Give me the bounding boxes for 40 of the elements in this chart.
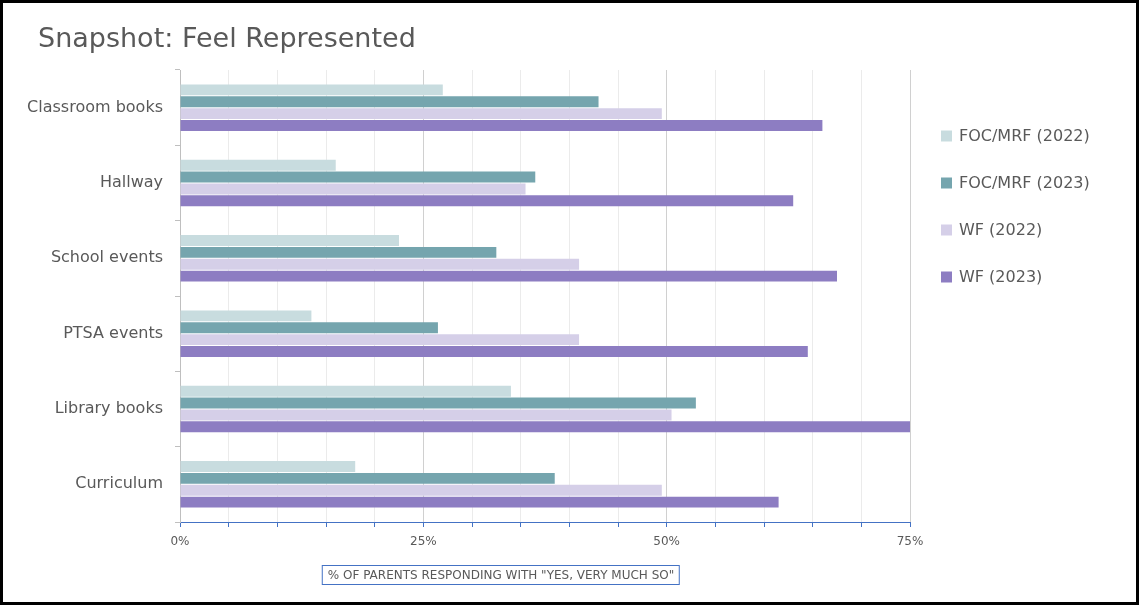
y-tick-label: Hallway bbox=[99, 172, 163, 192]
bar bbox=[180, 84, 443, 96]
bar bbox=[180, 195, 794, 207]
bar bbox=[180, 385, 511, 397]
y-tick-label: Library books bbox=[54, 398, 163, 418]
bar bbox=[180, 421, 910, 433]
chart-title: Snapshot: Feel Represented bbox=[38, 22, 416, 53]
bar bbox=[180, 159, 336, 171]
bar bbox=[180, 310, 312, 322]
bar bbox=[180, 246, 497, 258]
bar bbox=[180, 235, 399, 246]
bar bbox=[180, 108, 662, 120]
bar bbox=[180, 183, 526, 195]
y-tick-label: Curriculum bbox=[75, 473, 163, 493]
bar bbox=[180, 322, 438, 334]
bar bbox=[180, 258, 580, 270]
x-tick-label: 25% bbox=[410, 534, 437, 549]
bar bbox=[180, 496, 779, 508]
legend-label: WF (2023) bbox=[959, 267, 1043, 287]
y-tick-label: PTSA events bbox=[63, 322, 163, 342]
x-tick-label: 0% bbox=[170, 534, 190, 549]
bar bbox=[180, 171, 536, 183]
y-tick-label: School events bbox=[50, 247, 163, 267]
legend-label: WF (2022) bbox=[959, 220, 1043, 240]
bar bbox=[180, 461, 356, 472]
bar bbox=[180, 409, 672, 421]
x-tick-label: 50% bbox=[653, 534, 680, 549]
x-axis-title: % OF PARENTS RESPONDING WITH "YES, VERY MUCH SO" bbox=[321, 565, 681, 585]
bar bbox=[180, 346, 808, 357]
y-tick-label: Classroom books bbox=[27, 96, 163, 116]
bar bbox=[180, 472, 555, 484]
bar bbox=[180, 96, 599, 108]
bar bbox=[180, 334, 580, 346]
legend-label: FOC/MRF (2022) bbox=[959, 126, 1090, 146]
bar bbox=[180, 397, 696, 409]
x-tick-label: 75% bbox=[896, 534, 924, 549]
legend-label: FOC/MRF (2023) bbox=[959, 173, 1090, 193]
bar bbox=[180, 484, 662, 496]
bar bbox=[180, 270, 837, 282]
bar bbox=[180, 120, 823, 131]
